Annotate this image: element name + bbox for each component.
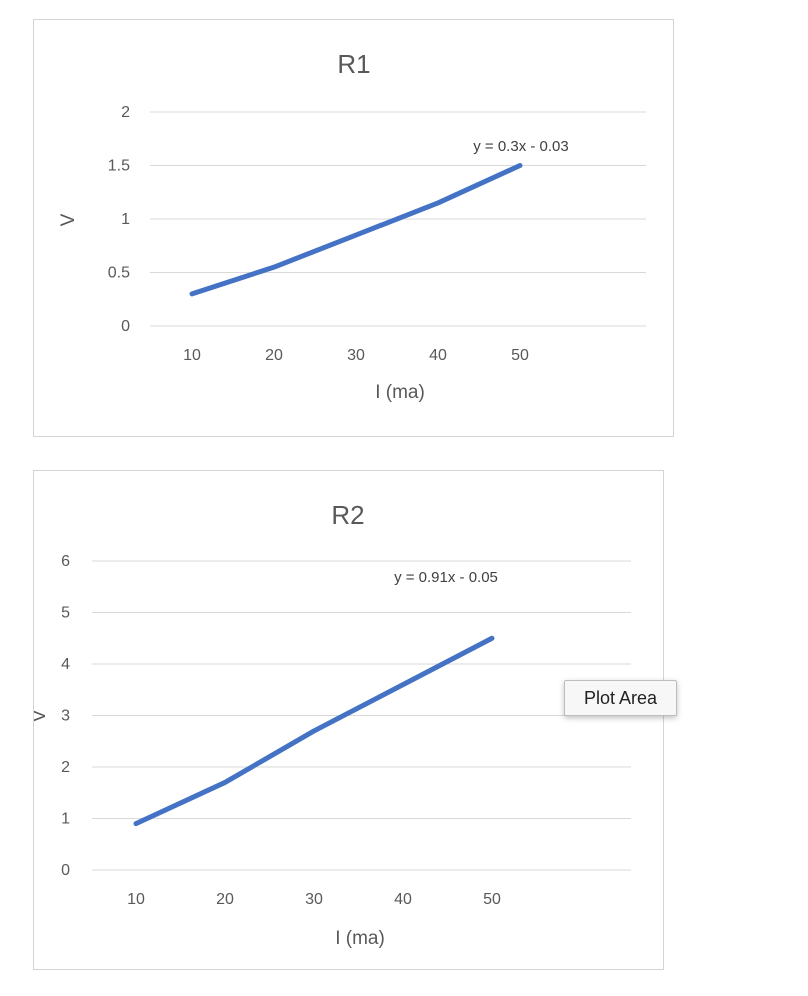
- chart-r1-canvas[interactable]: 0 0.5 1 1.5 2 10 20 30 40 50 R1 I (ma) Vy = 0.3x - 0…: [34, 20, 675, 438]
- chart-r1-y-tick-label: 1.5: [108, 158, 130, 175]
- chart-r2-x-tick-label: 30: [305, 891, 323, 908]
- chart-r2-y-tick-label: 4: [61, 656, 70, 673]
- chart-r2-x-tick-label: 40: [394, 891, 412, 908]
- chart-r1-y-tick-label: 0.5: [108, 265, 130, 282]
- chart-r2[interactable]: 0 1 2 3 4 5 6 10 20 30 40 50 R2 I (ma) Vy = 0.91x - 0.…: [33, 470, 664, 970]
- chart-r1-x-tick-label: 10: [183, 347, 201, 364]
- chart-r1-y-tick-label: 0: [121, 318, 130, 335]
- chart-r1-x-axis-label: I (ma): [375, 382, 425, 403]
- chart-r1-y-tick-label: 2: [121, 104, 130, 121]
- chart-r1-x-tick-label: 20: [265, 347, 283, 364]
- chart-r2-y-tick-label: 6: [61, 553, 70, 570]
- chart-r1-y-axis-label: V: [58, 213, 79, 226]
- chart-r2-x-tick-label: 10: [127, 891, 145, 908]
- chart-r2-y-axis-label: V: [34, 709, 50, 722]
- chart-r2-y-tick-label: 5: [61, 605, 70, 622]
- chart-r2-trendline-equation: y = 0.91x - 0.05: [394, 569, 498, 586]
- chart-r1-y-tick-label: 1: [121, 211, 130, 228]
- plot-area-tooltip: Plot Area: [564, 680, 677, 716]
- chart-r2-y-tick-label: 2: [61, 759, 70, 776]
- chart-r1-trendline-equation: y = 0.3x - 0.03: [473, 138, 568, 155]
- chart-r1-x-tick-label: 50: [511, 347, 529, 364]
- chart-r2-x-tick-label: 20: [216, 891, 234, 908]
- chart-r2-x-axis-label: I (ma): [335, 928, 385, 949]
- chart-r2-y-tick-label: 3: [61, 708, 70, 725]
- chart-r1-x-tick-label: 40: [429, 347, 447, 364]
- chart-r2-title: R2: [331, 500, 364, 530]
- chart-r2-canvas[interactable]: 0 1 2 3 4 5 6 10 20 30 40 50 R2 I (ma) Vy = 0.91x - 0.…: [34, 471, 665, 971]
- chart-r2-y-tick-label: 0: [61, 862, 70, 879]
- chart-r1-title: R1: [337, 49, 370, 79]
- chart-r2-y-tick-label: 1: [61, 811, 70, 828]
- chart-r1-series-line: [189, 163, 523, 297]
- chart-r2-x-tick-label: 50: [483, 891, 501, 908]
- chart-r1-x-tick-label: 30: [347, 347, 365, 364]
